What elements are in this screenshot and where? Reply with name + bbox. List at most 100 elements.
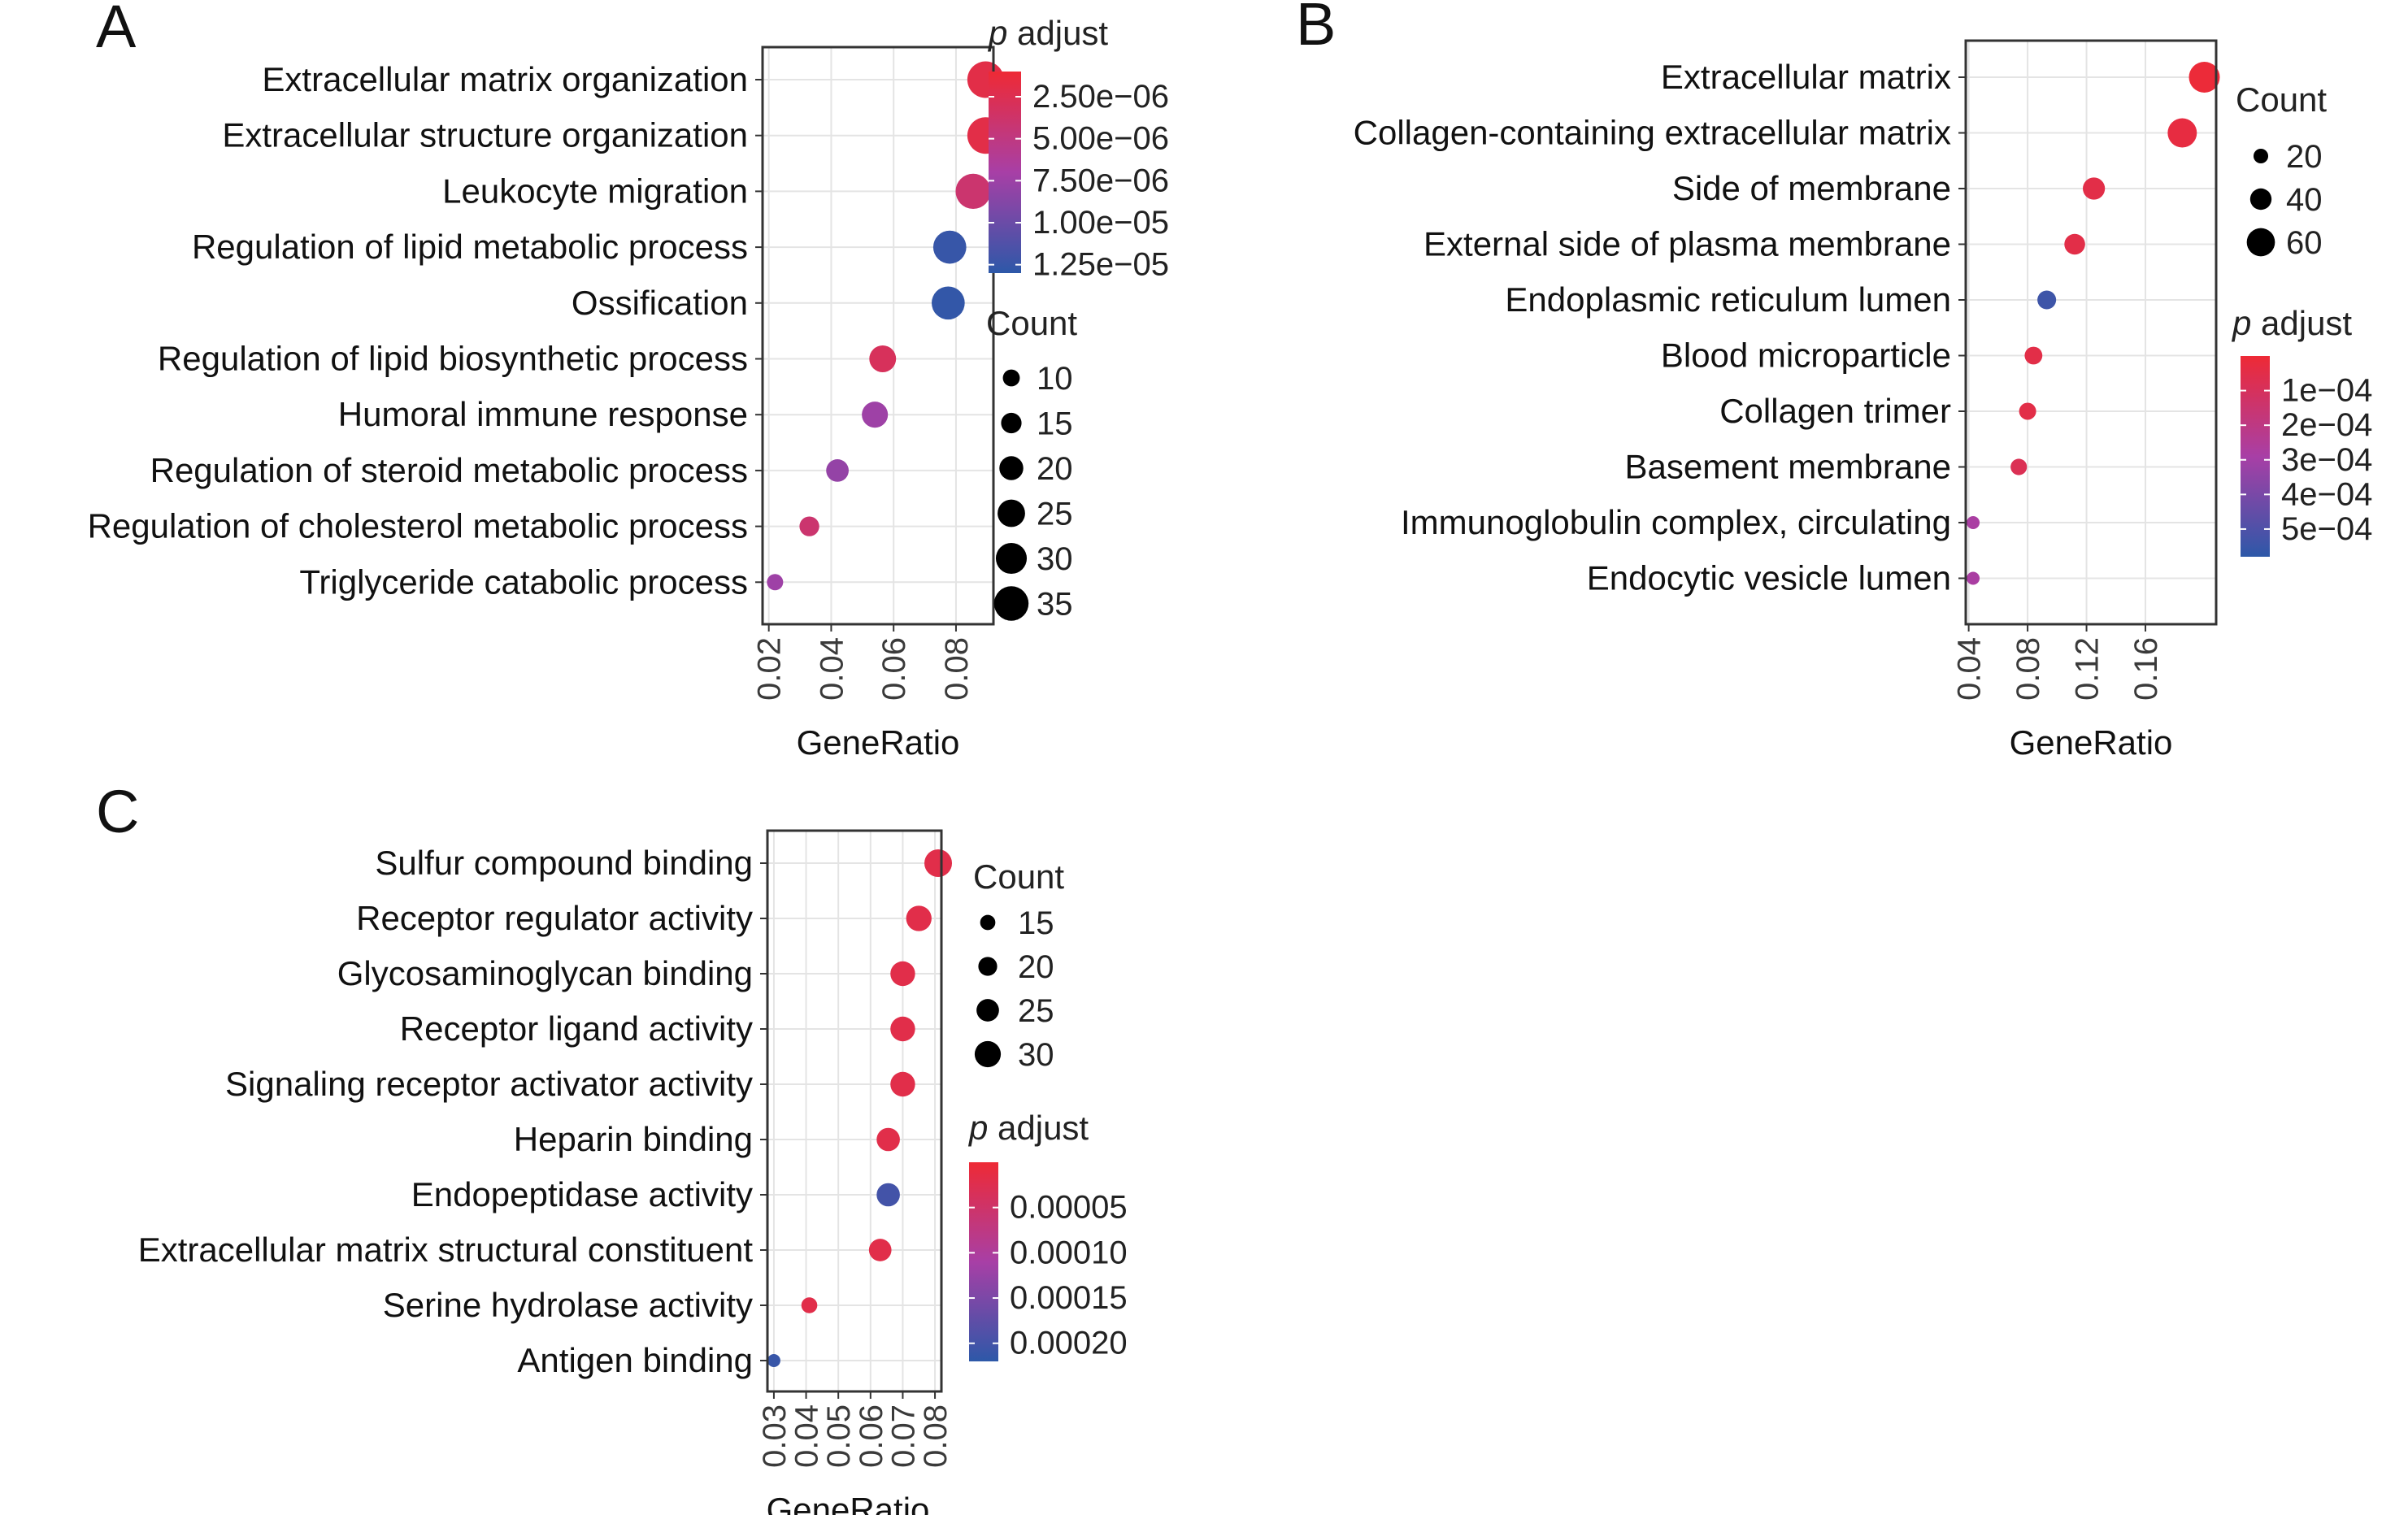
x-tick-label: 0.08 [2010, 637, 2046, 701]
term-label: Humoral immune response [338, 395, 748, 433]
term-label: Endocytic vesicle lumen [1587, 559, 1951, 597]
data-point [767, 574, 784, 591]
size-legend-label: 25 [1037, 497, 1073, 532]
term-label: Leukocyte migration [442, 171, 748, 210]
panel-letter: C [96, 778, 139, 845]
term-label: Serine hydrolase activity [383, 1286, 753, 1324]
size-legend-dot [974, 1040, 1002, 1068]
data-point [2064, 233, 2085, 255]
x-tick-label: 0.04 [814, 637, 850, 701]
color-legend-label: 0.00010 [1010, 1235, 1128, 1270]
size-legend-dot [976, 999, 999, 1022]
color-legend-title: p adjust [967, 1109, 1089, 1147]
size-legend-dot [978, 957, 998, 976]
data-point [2010, 458, 2028, 475]
data-point [2188, 62, 2220, 93]
size-legend-dot [999, 456, 1024, 480]
size-legend-label: 40 [2286, 182, 2323, 218]
x-tick-label: 0.04 [789, 1404, 825, 1468]
data-point [890, 1016, 915, 1042]
panel-c: C Sulfur compound binding Receptor regulat… [96, 778, 1128, 1515]
term-label: Signaling receptor activator activity [225, 1065, 753, 1103]
x-tick-label: 0.08 [939, 637, 975, 701]
data-point [2083, 177, 2106, 200]
x-tick-label: 0.06 [854, 1404, 889, 1468]
data-point [862, 402, 889, 428]
size-legend-label: 10 [1037, 361, 1073, 397]
color-legend-label: 4e−04 [2281, 476, 2372, 512]
data-point [932, 230, 967, 264]
color-legend-label: 3e−04 [2281, 442, 2372, 478]
size-legend-dot [2246, 228, 2275, 257]
panel-b: B Extracellular matrix Collagen-containing… [1296, 0, 2372, 762]
term-label: Regulation of lipid biosynthetic process [158, 340, 748, 378]
term-label: Collagen trimer [1719, 392, 1951, 430]
term-label: Extracellular structure organization [222, 116, 748, 154]
x-tick-label: 0.12 [2070, 637, 2106, 701]
term-label: Antigen binding [517, 1341, 753, 1379]
color-legend-label: 0.00005 [1010, 1190, 1128, 1226]
color-legend-label: 2e−04 [2281, 407, 2372, 443]
data-point [767, 1354, 780, 1367]
panel-letter: A [96, 0, 137, 60]
term-label: Triglyceride catabolic process [299, 562, 748, 601]
color-legend-title: p adjust [2231, 304, 2352, 342]
x-tick-label: 0.16 [2128, 637, 2164, 701]
size-legend-title: Count [973, 857, 1064, 896]
data-point [826, 459, 849, 482]
data-point [924, 849, 953, 877]
size-legend-dot [993, 586, 1029, 621]
data-point [955, 173, 991, 210]
size-legend-label: 60 [2286, 225, 2323, 261]
size-legend-dot [2253, 148, 2269, 164]
size-legend-dot [980, 914, 996, 931]
size-legend-title: Count [986, 304, 1077, 342]
data-point [2024, 346, 2043, 365]
term-label: Side of membrane [1672, 169, 1951, 207]
size-legend-label: 20 [2286, 139, 2323, 175]
data-point [876, 1127, 900, 1152]
term-label: Immunoglobulin complex, circulating [1401, 503, 1951, 541]
size-legend-dot [998, 499, 1025, 527]
x-axis-title: GeneRatio [767, 1491, 930, 1515]
color-legend-bar [989, 72, 1021, 273]
size-legend-dot [995, 542, 1028, 575]
plot-frame [1964, 39, 2218, 626]
x-tick-label: 0.04 [1952, 637, 1988, 701]
data-point [906, 905, 932, 931]
size-legend-label: 20 [1037, 451, 1073, 487]
x-tick-label: 0.05 [821, 1404, 857, 1468]
x-tick-label: 0.08 [918, 1404, 954, 1468]
x-tick-label: 0.02 [752, 637, 788, 701]
data-point [801, 1297, 818, 1313]
data-point [2167, 118, 2197, 148]
size-legend-title: Count [2236, 80, 2327, 119]
color-legend-bar [2241, 356, 2270, 557]
size-legend-label: 15 [1037, 406, 1073, 442]
size-legend-dot [1001, 412, 1022, 434]
term-label: Receptor ligand activity [400, 1009, 753, 1048]
size-legend-label: 35 [1037, 587, 1073, 623]
term-label: Basement membrane [1624, 448, 1951, 486]
x-axis-title: GeneRatio [797, 723, 960, 762]
color-legend-label: 1e−04 [2281, 373, 2372, 409]
term-label: Ossification [572, 284, 748, 322]
term-label: Sulfur compound binding [375, 844, 753, 882]
term-label: Regulation of steroid metabolic process [150, 451, 748, 489]
size-legend-label: 15 [1018, 905, 1054, 941]
data-point [1967, 516, 1980, 529]
data-point [890, 1071, 915, 1097]
term-label: Extracellular matrix structural constitu… [138, 1231, 754, 1269]
data-point [890, 961, 915, 987]
term-label: Extracellular matrix [1661, 58, 1951, 96]
term-label: Receptor regulator activity [356, 899, 753, 937]
term-label: Regulation of cholesterol metabolic proc… [88, 507, 748, 545]
data-point [869, 345, 897, 372]
color-legend-label: 5.00e−06 [1032, 121, 1169, 157]
data-point [868, 1239, 892, 1261]
data-point [2037, 290, 2057, 310]
panel-a: A Extracellular matrix organization Extrac… [88, 0, 1169, 762]
data-point [1967, 571, 1980, 585]
term-label: Glycosaminoglycan binding [337, 954, 753, 992]
